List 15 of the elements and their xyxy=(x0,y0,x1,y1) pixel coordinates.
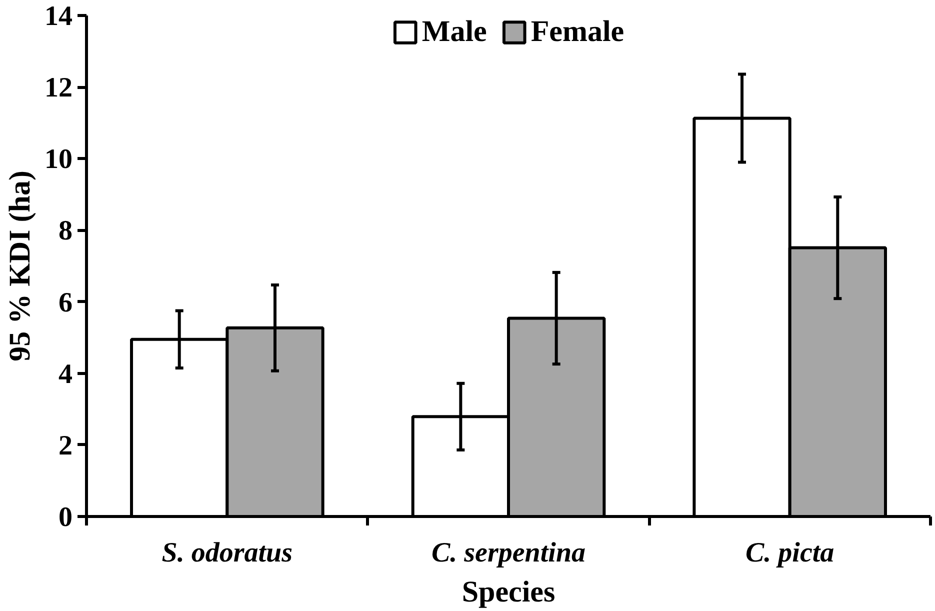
legend-label: Female xyxy=(530,15,624,49)
y-tick-label: 4 xyxy=(58,358,72,390)
y-tick-label: 0 xyxy=(58,502,72,533)
y-tick-label: 10 xyxy=(44,144,72,176)
y-tick-label: 12 xyxy=(44,72,72,104)
y-tick-label: 2 xyxy=(58,430,72,462)
x-tick-label: C. picta xyxy=(746,538,834,568)
x-tick-label: S. odoratus xyxy=(162,538,293,568)
x-tick-label: C. serpentina xyxy=(431,538,586,568)
legend-label: Male xyxy=(422,15,487,49)
x-axis-title: Species xyxy=(462,576,556,608)
y-tick-label: 6 xyxy=(58,287,72,318)
y-axis-title: 95 % KDI (ha) xyxy=(4,170,36,362)
y-tick-label: 14 xyxy=(44,1,72,32)
y-tick-label: 8 xyxy=(58,216,72,247)
